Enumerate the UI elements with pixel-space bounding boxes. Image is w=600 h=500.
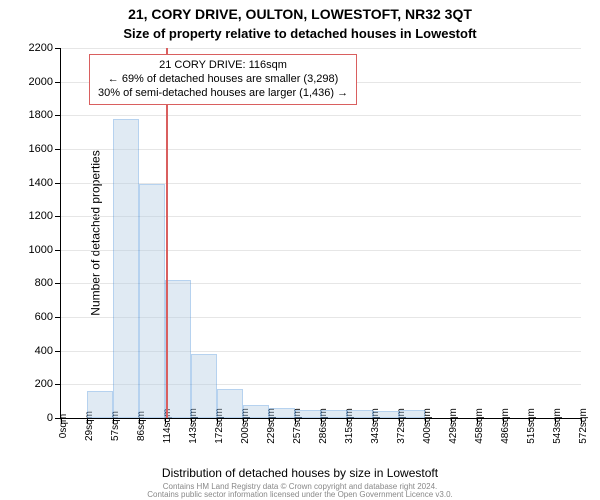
- x-tick-label: 486sqm: [500, 408, 511, 444]
- y-tick-label: 1400: [29, 177, 53, 189]
- x-tick-label: 458sqm: [474, 408, 485, 444]
- y-tick: [55, 216, 61, 217]
- footer-line2: Contains public sector information licen…: [147, 490, 453, 499]
- histogram-bar: [321, 410, 347, 418]
- histogram-bar: [373, 411, 399, 418]
- chart-title-line1: 21, CORY DRIVE, OULTON, LOWESTOFT, NR32 …: [0, 6, 600, 22]
- y-tick-label: 600: [35, 311, 53, 323]
- y-tick: [55, 115, 61, 116]
- histogram-bar: [399, 410, 425, 418]
- y-tick-label: 1800: [29, 109, 53, 121]
- chart-subtitle: Size of property relative to detached ho…: [0, 26, 600, 41]
- histogram-bar: [243, 405, 269, 418]
- y-tick: [55, 149, 61, 150]
- gridline-h: [61, 115, 581, 116]
- gridline-h: [61, 48, 581, 49]
- annotation-line: ← 69% of detached houses are smaller (3,…: [98, 73, 348, 87]
- y-tick-label: 2200: [29, 42, 53, 54]
- annotation-line: 30% of semi-detached houses are larger (…: [98, 87, 348, 101]
- x-axis-label: Distribution of detached houses by size …: [0, 466, 600, 480]
- x-tick-label: 543sqm: [552, 408, 563, 444]
- histogram-bar: [87, 391, 113, 418]
- gridline-h: [61, 149, 581, 150]
- x-tick-label: 0sqm: [58, 414, 69, 438]
- y-tick: [55, 384, 61, 385]
- y-axis-label: Number of detached properties: [89, 150, 103, 315]
- y-tick-label: 0: [47, 412, 53, 424]
- y-tick-label: 1000: [29, 244, 53, 256]
- histogram-bar: [295, 410, 321, 418]
- y-tick-label: 2000: [29, 76, 53, 88]
- x-tick-label: 572sqm: [578, 408, 589, 444]
- chart-container: { "chart": { "type": "histogram", "title…: [0, 0, 600, 500]
- y-tick: [55, 48, 61, 49]
- histogram-bar: [347, 410, 373, 418]
- y-tick-label: 800: [35, 277, 53, 289]
- y-tick-label: 200: [35, 378, 53, 390]
- histogram-bar: [113, 119, 139, 418]
- y-tick-label: 1600: [29, 143, 53, 155]
- histogram-bar: [217, 389, 243, 418]
- histogram-bar: [139, 184, 165, 418]
- y-tick-label: 400: [35, 345, 53, 357]
- y-tick: [55, 283, 61, 284]
- annotation-line: 21 CORY DRIVE: 116sqm: [98, 59, 348, 73]
- y-tick: [55, 317, 61, 318]
- x-tick-label: 429sqm: [448, 408, 459, 444]
- y-tick: [55, 351, 61, 352]
- y-tick: [55, 250, 61, 251]
- histogram-bar: [269, 408, 295, 418]
- plot-area: Number of detached properties 0200400600…: [60, 48, 581, 419]
- histogram-bar: [191, 354, 217, 418]
- annotation-box: 21 CORY DRIVE: 116sqm← 69% of detached h…: [89, 54, 357, 105]
- y-tick: [55, 183, 61, 184]
- x-tick-label: 515sqm: [526, 408, 537, 444]
- y-tick-label: 1200: [29, 210, 53, 222]
- footer-attribution: Contains HM Land Registry data © Crown c…: [0, 483, 600, 499]
- y-tick: [55, 82, 61, 83]
- histogram-bar: [165, 280, 191, 418]
